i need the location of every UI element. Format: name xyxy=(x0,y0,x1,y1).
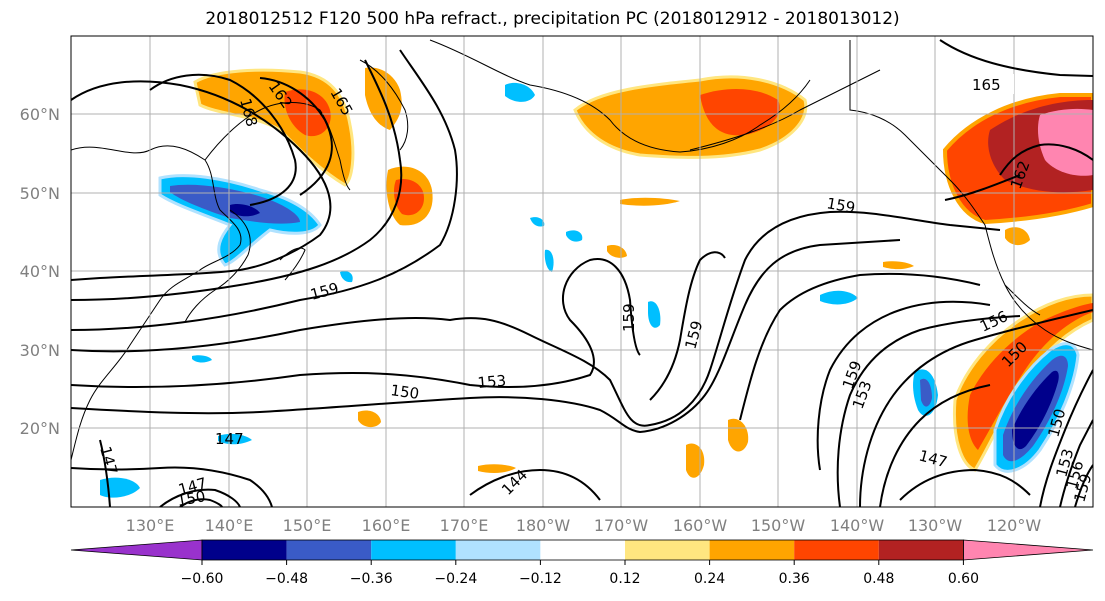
map-content: 165 162 168 165 159 162 159 159 159 153 … xyxy=(71,36,1095,510)
contour-label: 165 xyxy=(972,76,1001,94)
positive-anomaly-core xyxy=(620,197,680,206)
lon-label: 130°E xyxy=(126,516,175,535)
positive-anomaly-area xyxy=(607,245,627,258)
negative-anomaly-max xyxy=(230,203,260,217)
colorbar-tick-label: 0.36 xyxy=(779,571,810,587)
lat-label: 20°N xyxy=(20,419,60,438)
positive-anomaly-area xyxy=(1005,227,1030,246)
positive-anomaly-max xyxy=(1037,108,1093,176)
lon-label: 180°W xyxy=(516,516,571,535)
colorbar-tick-label: −0.36 xyxy=(350,571,393,587)
contour-labels: 165 162 168 165 159 162 159 159 159 153 … xyxy=(96,74,1095,510)
contour-label: 159 xyxy=(1070,472,1095,504)
negative-anomaly-max xyxy=(1012,370,1059,450)
negative-anomaly-area xyxy=(648,301,661,328)
positive-anomaly-area xyxy=(478,464,516,473)
colorbar-extend-low xyxy=(70,539,203,561)
lon-label: 170°W xyxy=(594,516,649,535)
lat-label: 30°N xyxy=(20,341,60,360)
refractivity-contours xyxy=(71,39,1093,507)
precip-anomaly-fills xyxy=(100,67,1093,498)
negative-anomaly-area xyxy=(218,433,252,445)
colorbar-extend-high xyxy=(963,539,1094,561)
coastlines xyxy=(71,39,1093,461)
colorbar-segment xyxy=(286,540,372,560)
colorbar-tick-label: 0.60 xyxy=(948,571,979,587)
colorbar: −0.60 −0.48 −0.36 −0.24 −0.12 0.12 0.24 … xyxy=(70,539,1094,587)
positive-anomaly-core xyxy=(967,303,1093,450)
colorbar-segment xyxy=(625,540,710,560)
lon-label: 150°W xyxy=(751,516,806,535)
lon-label: 150°E xyxy=(283,516,332,535)
colorbar-tick-label: 0.48 xyxy=(863,571,894,587)
contour-label: 150 xyxy=(176,487,207,510)
colorbar-segment xyxy=(371,540,456,560)
contour-label: 150 xyxy=(389,381,420,403)
contour-label: 159 xyxy=(825,194,856,217)
gridlines xyxy=(71,36,1093,507)
contour-label: 147 xyxy=(215,430,244,448)
lon-label: 160°W xyxy=(673,516,728,535)
colorbar-outline xyxy=(201,539,964,561)
colorbar-ticks xyxy=(201,560,964,565)
positive-anomaly-core xyxy=(284,89,331,137)
positive-anomaly-area xyxy=(883,261,914,270)
lat-label: 40°N xyxy=(20,262,60,281)
positive-anomaly-area xyxy=(728,418,749,452)
lon-label: 140°E xyxy=(205,516,254,535)
negative-anomaly-area xyxy=(566,230,583,242)
latitude-labels: 60°N 50°N 40°N 30°N 20°N xyxy=(20,105,60,438)
positive-anomaly-core xyxy=(394,178,424,216)
negative-anomaly-area xyxy=(340,271,353,283)
negative-anomaly-area xyxy=(100,477,140,498)
negative-anomaly-core xyxy=(920,378,932,407)
lon-label: 130°W xyxy=(908,516,963,535)
colorbar-tick-label: −0.48 xyxy=(265,571,308,587)
lon-label: 140°W xyxy=(830,516,885,535)
longitude-labels: 130°E 140°E 150°E 160°E 170°E 180°W 170°… xyxy=(126,516,1042,535)
lat-label: 60°N xyxy=(20,105,60,124)
colorbar-segment xyxy=(202,540,287,560)
positive-anomaly-area xyxy=(358,410,381,428)
colorbar-segment xyxy=(540,540,625,560)
colorbar-tick-label: −0.60 xyxy=(181,571,224,587)
map-border xyxy=(70,35,1094,508)
lon-label: 170°E xyxy=(440,516,489,535)
colorbar-tick-label: 0.24 xyxy=(694,571,725,587)
colorbar-segment xyxy=(709,540,795,560)
colorbar-tick-label: −0.24 xyxy=(434,571,477,587)
contour-label: 153 xyxy=(477,372,507,392)
lon-label: 160°E xyxy=(362,516,411,535)
lat-label: 50°N xyxy=(20,184,60,203)
negative-anomaly-area xyxy=(820,290,858,305)
colorbar-tick-label: −0.12 xyxy=(519,571,562,587)
negative-anomaly-area xyxy=(192,355,212,363)
negative-anomaly-area xyxy=(544,249,554,272)
map-title: 2018012512 F120 500 hPa refract., precip… xyxy=(205,9,900,29)
negative-anomaly-area xyxy=(505,82,535,102)
negative-anomaly-area xyxy=(530,217,545,227)
contour-label: 159 xyxy=(620,303,638,332)
lon-label: 120°W xyxy=(987,516,1042,535)
positive-anomaly-core xyxy=(700,88,780,136)
colorbar-segment xyxy=(455,540,541,560)
colorbar-segment xyxy=(794,540,879,560)
colorbar-tick-label: 0.12 xyxy=(609,571,640,587)
colorbar-segment xyxy=(878,540,964,560)
